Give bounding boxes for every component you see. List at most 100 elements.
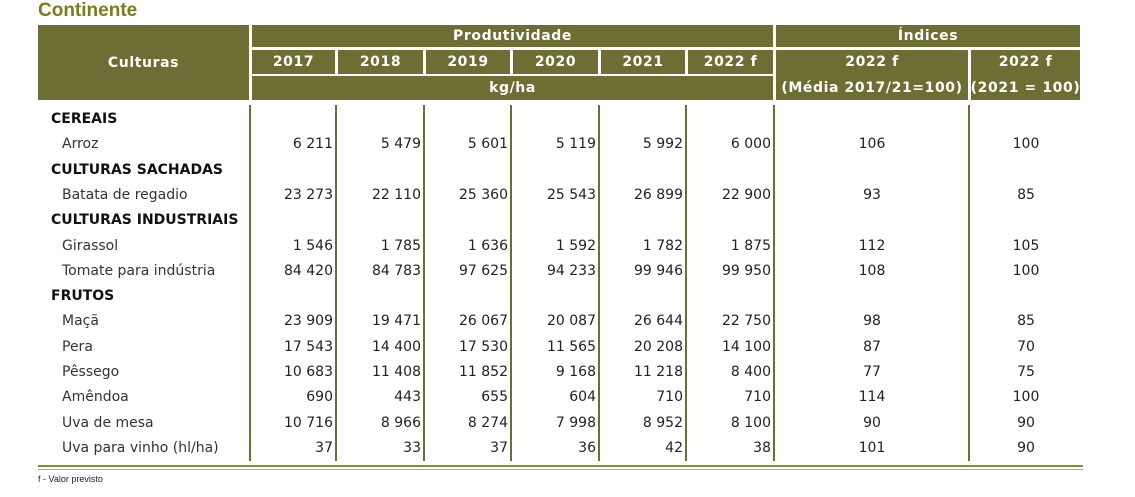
header-index2-title: 2022 f — [998, 54, 1053, 70]
column-divider — [773, 105, 775, 461]
header-produtividade-bg — [252, 25, 773, 47]
index-2021-cell: 70 — [1017, 338, 1035, 355]
value-cell: 42 — [665, 439, 683, 456]
value-cell: 22 110 — [372, 186, 421, 203]
header-index1-bg — [776, 50, 968, 100]
value-cell: 604 — [569, 389, 596, 406]
value-cell: 25 360 — [459, 186, 508, 203]
header-year-bg — [252, 50, 335, 74]
value-cell: 20 208 — [634, 338, 683, 355]
index-2021-cell: 100 — [1012, 262, 1040, 279]
index-mean-cell: 106 — [858, 136, 886, 153]
header-indices-bg — [776, 25, 1080, 47]
value-cell: 5 601 — [467, 136, 508, 153]
header-year: 2020 — [534, 54, 577, 70]
header-year: 2021 — [622, 54, 664, 70]
header-year: 2022 f — [703, 54, 758, 70]
index-mean-cell: 93 — [863, 186, 881, 203]
value-cell: 11 408 — [372, 364, 421, 380]
value-cell: 655 — [481, 389, 508, 406]
value-cell: 8 952 — [642, 414, 683, 431]
row-label: Tomate para indústria — [62, 262, 216, 279]
value-cell: 1 785 — [380, 237, 421, 254]
value-cell: 11 218 — [634, 364, 683, 380]
row-label: Uva de mesa — [62, 414, 154, 431]
index-mean-cell: 108 — [858, 262, 886, 279]
header-produtividade: Produtividade — [453, 28, 572, 44]
header-index1-title: 2022 f — [845, 54, 899, 70]
header-year-bg — [513, 50, 598, 74]
value-cell: 1 592 — [555, 237, 596, 254]
header-index1-base: (Média 2017/21=100) — [781, 80, 963, 96]
header-indices: Índices — [897, 28, 959, 44]
index-mean-cell: 101 — [858, 439, 886, 456]
value-cell: 6 000 — [730, 136, 771, 153]
value-cell: 36 — [578, 439, 596, 456]
value-cell: 1 875 — [730, 237, 771, 254]
header-year: 2018 — [359, 54, 402, 70]
value-cell: 11 565 — [547, 338, 596, 355]
value-cell: 94 233 — [547, 262, 596, 279]
index-mean-cell: 90 — [863, 414, 881, 431]
row-label: Amêndoa — [62, 389, 129, 406]
category-heading: CULTURAS INDUSTRIAIS — [51, 212, 239, 229]
header-index2-base: (2021 = 100) — [970, 80, 1081, 96]
header-year-bg — [338, 50, 423, 74]
header-culturas-bg — [38, 25, 249, 100]
value-cell: 7 998 — [555, 414, 596, 431]
column-divider — [598, 105, 600, 461]
value-cell: 1 546 — [292, 237, 333, 254]
value-cell: 11 852 — [459, 364, 508, 380]
value-cell: 99 946 — [634, 262, 683, 279]
value-cell: 19 471 — [372, 313, 421, 330]
value-cell: 26 644 — [634, 313, 683, 330]
header-year: 2019 — [447, 54, 489, 70]
value-cell: 6 211 — [292, 136, 333, 153]
index-2021-cell: 75 — [1017, 364, 1035, 380]
index-mean-cell: 112 — [858, 237, 886, 254]
column-divider — [249, 105, 251, 461]
value-cell: 14 400 — [372, 338, 421, 355]
value-cell: 97 625 — [459, 262, 508, 279]
value-cell: 5 119 — [555, 136, 596, 153]
category-heading: FRUTOS — [51, 288, 115, 305]
value-cell: 37 — [490, 439, 508, 456]
column-divider — [335, 105, 337, 461]
index-mean-cell: 98 — [863, 313, 881, 330]
row-label: Pera — [62, 338, 93, 355]
index-mean-cell: 87 — [863, 338, 881, 355]
row-label: Girassol — [62, 237, 119, 254]
category-heading: CULTURAS SACHADAS — [51, 161, 224, 178]
value-cell: 17 530 — [459, 338, 508, 355]
header-year-bg — [601, 50, 685, 74]
index-2021-cell: 100 — [1012, 389, 1040, 406]
value-cell: 26 899 — [634, 186, 683, 203]
value-cell: 23 273 — [284, 186, 333, 203]
row-label: Maçã — [62, 313, 99, 330]
column-divider — [968, 105, 970, 461]
value-cell: 10 716 — [284, 414, 333, 431]
value-cell: 8 100 — [730, 414, 771, 431]
value-cell: 690 — [306, 389, 333, 406]
header-culturas: Culturas — [107, 54, 180, 71]
value-cell: 10 683 — [284, 364, 333, 380]
index-2021-cell: 105 — [1012, 237, 1040, 254]
header-year-bg — [688, 50, 773, 74]
value-cell: 8 274 — [467, 414, 508, 431]
index-2021-cell: 90 — [1017, 439, 1035, 456]
value-cell: 710 — [656, 389, 683, 406]
value-cell: 443 — [394, 389, 421, 406]
index-mean-cell: 114 — [858, 389, 886, 406]
column-divider — [685, 105, 687, 461]
row-label: Pêssego — [62, 364, 120, 380]
column-divider — [423, 105, 425, 461]
value-cell: 17 543 — [284, 338, 333, 355]
header-unit-bg — [252, 76, 773, 100]
header-unit: kg/ha — [489, 80, 536, 96]
index-2021-cell: 90 — [1017, 414, 1035, 431]
index-mean-cell: 77 — [863, 364, 881, 380]
value-cell: 8 966 — [380, 414, 421, 431]
value-cell: 84 420 — [284, 262, 333, 279]
value-cell: 1 636 — [467, 237, 508, 254]
value-cell: 22 900 — [722, 186, 771, 203]
